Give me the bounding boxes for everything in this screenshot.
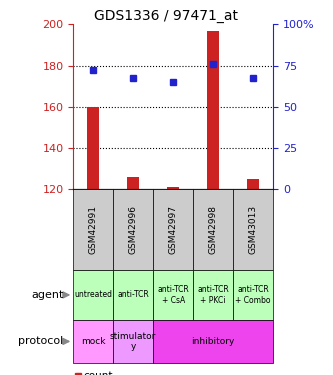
Bar	[73, 270, 113, 320]
Bar	[193, 189, 233, 270]
Bar	[193, 270, 233, 320]
Bar	[113, 270, 153, 320]
Text: anti-TCR
+ CsA: anti-TCR + CsA	[157, 285, 189, 304]
Text: GSM42997: GSM42997	[168, 205, 178, 254]
Text: GSM42998: GSM42998	[208, 205, 218, 254]
Bar	[153, 189, 193, 270]
Text: count: count	[83, 371, 113, 375]
Text: mock: mock	[81, 337, 106, 346]
Text: stimulator
y: stimulator y	[110, 332, 157, 351]
Bar	[167, 187, 179, 189]
Bar	[113, 320, 153, 363]
Text: anti-TCR
+ Combo: anti-TCR + Combo	[235, 285, 271, 304]
Text: anti-TCR: anti-TCR	[117, 290, 149, 299]
Text: untreated: untreated	[74, 290, 112, 299]
Text: GSM43013: GSM43013	[248, 205, 258, 254]
Bar	[73, 189, 113, 270]
Bar	[73, 320, 113, 363]
Bar	[247, 179, 259, 189]
Bar	[113, 189, 153, 270]
Text: inhibitory: inhibitory	[191, 337, 235, 346]
Bar	[127, 177, 139, 189]
Text: GDS1336 / 97471_at: GDS1336 / 97471_at	[95, 9, 238, 23]
Bar	[207, 31, 219, 189]
Bar	[233, 189, 273, 270]
Bar	[233, 270, 273, 320]
Text: anti-TCR
+ PKCi: anti-TCR + PKCi	[197, 285, 229, 304]
Text: protocol: protocol	[18, 336, 63, 346]
Text: agent: agent	[31, 290, 63, 300]
Text: GSM42991: GSM42991	[89, 205, 98, 254]
Text: GSM42996: GSM42996	[129, 205, 138, 254]
Bar	[87, 107, 99, 189]
Bar	[153, 320, 273, 363]
Bar	[153, 270, 193, 320]
